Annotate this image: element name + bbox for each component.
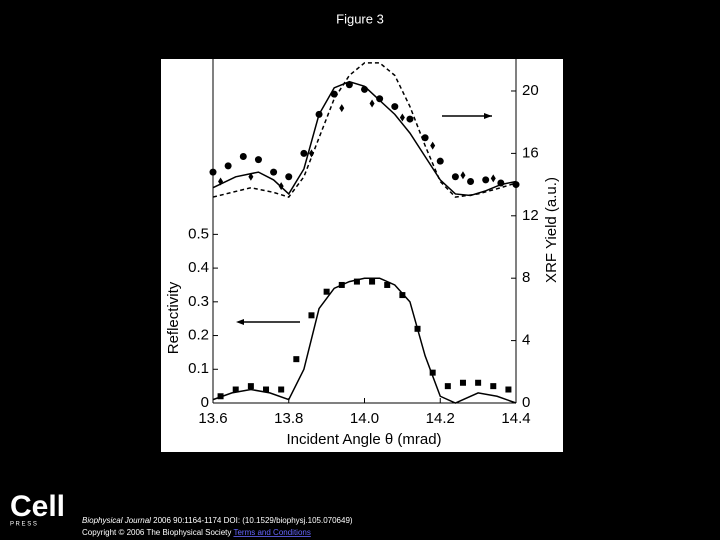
marker <box>430 141 436 150</box>
y-axis-label: Reflectivity <box>165 281 182 354</box>
x-tick-label: 14.4 <box>501 410 530 427</box>
marker <box>467 177 475 185</box>
series-line <box>212 80 517 197</box>
y2-tick-label: 0 <box>522 394 530 411</box>
marker <box>369 278 376 285</box>
citation: Biophysical Journal 2006 90:1164-1174 DO… <box>82 516 353 525</box>
copyright: Copyright © 2006 The Biophysical Society… <box>82 528 311 537</box>
y-tick-label: 0.3 <box>188 293 209 310</box>
figure-panel <box>161 59 563 452</box>
y-tick-label: 0.4 <box>188 259 209 276</box>
marker <box>278 386 285 393</box>
slide-title: Figure 3 <box>336 11 384 26</box>
terms-link[interactable]: Terms and Conditions <box>233 528 310 537</box>
arrow-head <box>236 319 244 325</box>
marker <box>323 288 330 295</box>
marker <box>224 162 232 170</box>
marker <box>239 153 247 161</box>
marker <box>512 181 520 189</box>
marker <box>232 386 239 393</box>
marker <box>248 172 254 181</box>
marker <box>490 174 496 183</box>
y2-tick-label: 20 <box>522 82 539 99</box>
marker <box>270 168 278 176</box>
marker <box>339 104 345 113</box>
journal: Biophysical Journal <box>82 516 151 525</box>
marker <box>490 383 497 390</box>
y2-tick-label: 8 <box>522 269 530 286</box>
copyright-text: Copyright © 2006 The Biophysical Society <box>82 528 233 537</box>
marker <box>399 292 406 299</box>
logo: Cell <box>10 490 65 523</box>
marker <box>353 278 360 285</box>
marker <box>482 176 490 184</box>
citation-rest: 2006 90:1164-1174 DOI: (10.1529/biophysj… <box>151 516 353 525</box>
marker <box>300 149 308 157</box>
marker <box>263 386 270 393</box>
series-line <box>212 277 517 404</box>
marker <box>459 379 466 386</box>
marker <box>247 383 254 390</box>
marker <box>451 173 459 181</box>
marker <box>406 115 414 123</box>
y2-tick-label: 16 <box>522 144 539 161</box>
marker <box>399 113 405 122</box>
marker <box>285 173 293 181</box>
x-tick-label: 14.2 <box>426 410 455 427</box>
marker <box>436 157 444 165</box>
marker <box>376 95 384 103</box>
y-tick-label: 0.2 <box>188 327 209 344</box>
logo-sub: P R E S S <box>10 522 37 528</box>
y2-axis-label: XRF Yield (a.u.) <box>543 177 560 283</box>
x-axis-label: Incident Angle θ (mrad) <box>286 431 441 448</box>
marker <box>391 103 399 111</box>
marker <box>293 356 300 363</box>
marker <box>460 171 466 180</box>
arrow-head <box>484 113 492 119</box>
x-tick-label: 13.6 <box>198 410 227 427</box>
marker <box>209 168 217 176</box>
marker <box>429 369 436 376</box>
x-tick-label: 14.0 <box>350 410 379 427</box>
y-tick-label: 0 <box>201 394 209 411</box>
marker <box>254 156 262 164</box>
marker <box>475 379 482 386</box>
y-tick-label: 0.1 <box>188 360 209 377</box>
x-tick-label: 13.8 <box>274 410 303 427</box>
marker <box>384 281 391 288</box>
y-tick-label: 0.5 <box>188 225 209 242</box>
plot: Reflectivity XRF Yield (a.u.) Incident A… <box>165 59 560 448</box>
marker <box>444 383 451 390</box>
marker <box>505 386 512 393</box>
marker <box>369 99 375 108</box>
y2-tick-label: 4 <box>522 332 530 349</box>
marker <box>308 312 315 319</box>
y2-tick-label: 12 <box>522 207 539 224</box>
